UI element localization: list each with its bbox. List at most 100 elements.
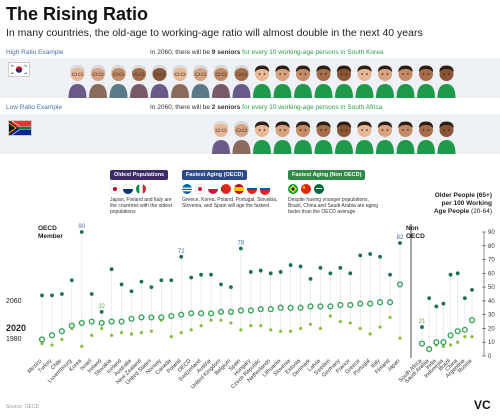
point-2060: [40, 293, 44, 298]
fastest-aging-non-oecd-tag: Fastest Aging (Non OECD): [288, 170, 366, 180]
point-1980: [368, 332, 372, 336]
point-1980: [229, 321, 233, 325]
value-annotation: 78: [238, 241, 245, 247]
point-2020: [38, 336, 46, 343]
point-2020: [418, 340, 426, 347]
worker-person-icon: [314, 65, 333, 98]
y-tick-label: 30: [488, 313, 495, 319]
worker-person-icon: [273, 65, 292, 98]
point-1980: [463, 335, 467, 339]
legend-title-line1: Older People (65+): [434, 192, 492, 199]
point-2020: [207, 310, 215, 317]
point-2020: [118, 318, 125, 325]
y-tick-label: 90: [488, 230, 495, 236]
legend-title-line3: Age People: [433, 208, 470, 215]
fastest-aging-oecd-tag: Fastest Aging (OECD): [182, 170, 248, 180]
high-ratio-people: [68, 65, 456, 98]
point-2060: [470, 287, 474, 292]
low-ratio-caption: In 2060, there will be 2 seniors for eve…: [150, 104, 382, 111]
fastest-non-oecd-flags: [288, 182, 332, 200]
point-2060: [119, 282, 124, 287]
point-2060: [229, 285, 233, 290]
point-2020: [327, 303, 334, 310]
point-2060: [398, 241, 402, 245]
point-2060: [89, 292, 94, 296]
point-2060: [441, 301, 446, 306]
worker-person-icon: [376, 65, 394, 98]
point-1980: [388, 315, 392, 320]
point-2020: [168, 312, 175, 320]
point-2020: [317, 303, 324, 310]
point-2020: [98, 319, 105, 327]
point-2020: [433, 339, 440, 346]
oldest-flags: [109, 182, 154, 200]
point-1980: [279, 329, 283, 333]
point-2020: [461, 326, 468, 333]
point-2020: [447, 332, 454, 339]
oldest-populations-tag: Oldest Populations: [110, 170, 169, 180]
point-1980: [398, 336, 402, 340]
point-2060: [378, 254, 383, 259]
point-2060: [348, 271, 353, 276]
low-ratio-people: [212, 121, 456, 154]
x-tick-label: Italy: [370, 358, 382, 370]
worker-person-icon: [335, 121, 353, 154]
point-1980: [269, 328, 273, 332]
point-1980: [378, 325, 382, 329]
high-caption-prefix: In 2060, there will be: [150, 49, 212, 56]
worker-person-icon: [417, 65, 435, 98]
year-label-2020: 2020: [6, 323, 26, 333]
point-1980: [298, 326, 303, 331]
point-1980: [40, 342, 44, 346]
value-annotation: 90: [78, 224, 85, 230]
point-2020: [237, 307, 244, 314]
point-2060: [199, 272, 204, 277]
point-2020: [78, 319, 85, 327]
point-2060: [298, 264, 303, 269]
point-2020: [148, 314, 155, 321]
point-1980: [60, 337, 64, 342]
y-tick-label: 70: [488, 258, 495, 264]
worker-person-icon: [355, 65, 374, 98]
point-2060: [149, 285, 154, 290]
point-2020: [367, 300, 374, 307]
point-2020: [257, 306, 264, 313]
group-non-oecd-label-1: Non: [406, 225, 419, 232]
point-2020: [158, 314, 165, 321]
point-2020: [88, 318, 95, 325]
point-2060: [427, 296, 432, 301]
y-tick-label: 50: [488, 285, 495, 291]
y-tick-label: 60: [488, 271, 495, 277]
point-2060: [338, 265, 343, 270]
point-2020: [277, 304, 284, 311]
point-2060: [278, 270, 283, 274]
point-2020: [347, 301, 354, 309]
worker-person-icon: [437, 65, 456, 98]
point-2020: [188, 310, 195, 317]
worker-person-icon: [253, 65, 271, 98]
point-1980: [448, 343, 453, 347]
point-2060: [448, 272, 453, 277]
point-2060: [328, 271, 333, 276]
point-1980: [50, 343, 54, 347]
point-2060: [79, 230, 84, 234]
point-2020: [454, 328, 461, 335]
point-2020: [68, 322, 75, 329]
fastest-oecd-flags: [182, 182, 278, 200]
worker-person-icon: [376, 121, 394, 154]
point-2020: [138, 314, 145, 321]
value-annotation: 32: [98, 304, 105, 310]
point-1980: [149, 329, 153, 333]
senior-person-icon: [232, 65, 251, 98]
point-2060: [288, 263, 293, 267]
legend-title-range: (20-64): [471, 208, 492, 215]
point-2060: [420, 325, 424, 329]
oldest-desc: Japan, Finland and Italy are the countri…: [110, 197, 172, 216]
point-2020: [377, 299, 384, 306]
worker-person-icon: [355, 121, 374, 154]
y-tick-label: 20: [488, 326, 495, 332]
point-2020: [287, 304, 294, 311]
point-1980: [318, 326, 323, 331]
point-2060: [462, 296, 467, 301]
point-2060: [139, 279, 144, 284]
